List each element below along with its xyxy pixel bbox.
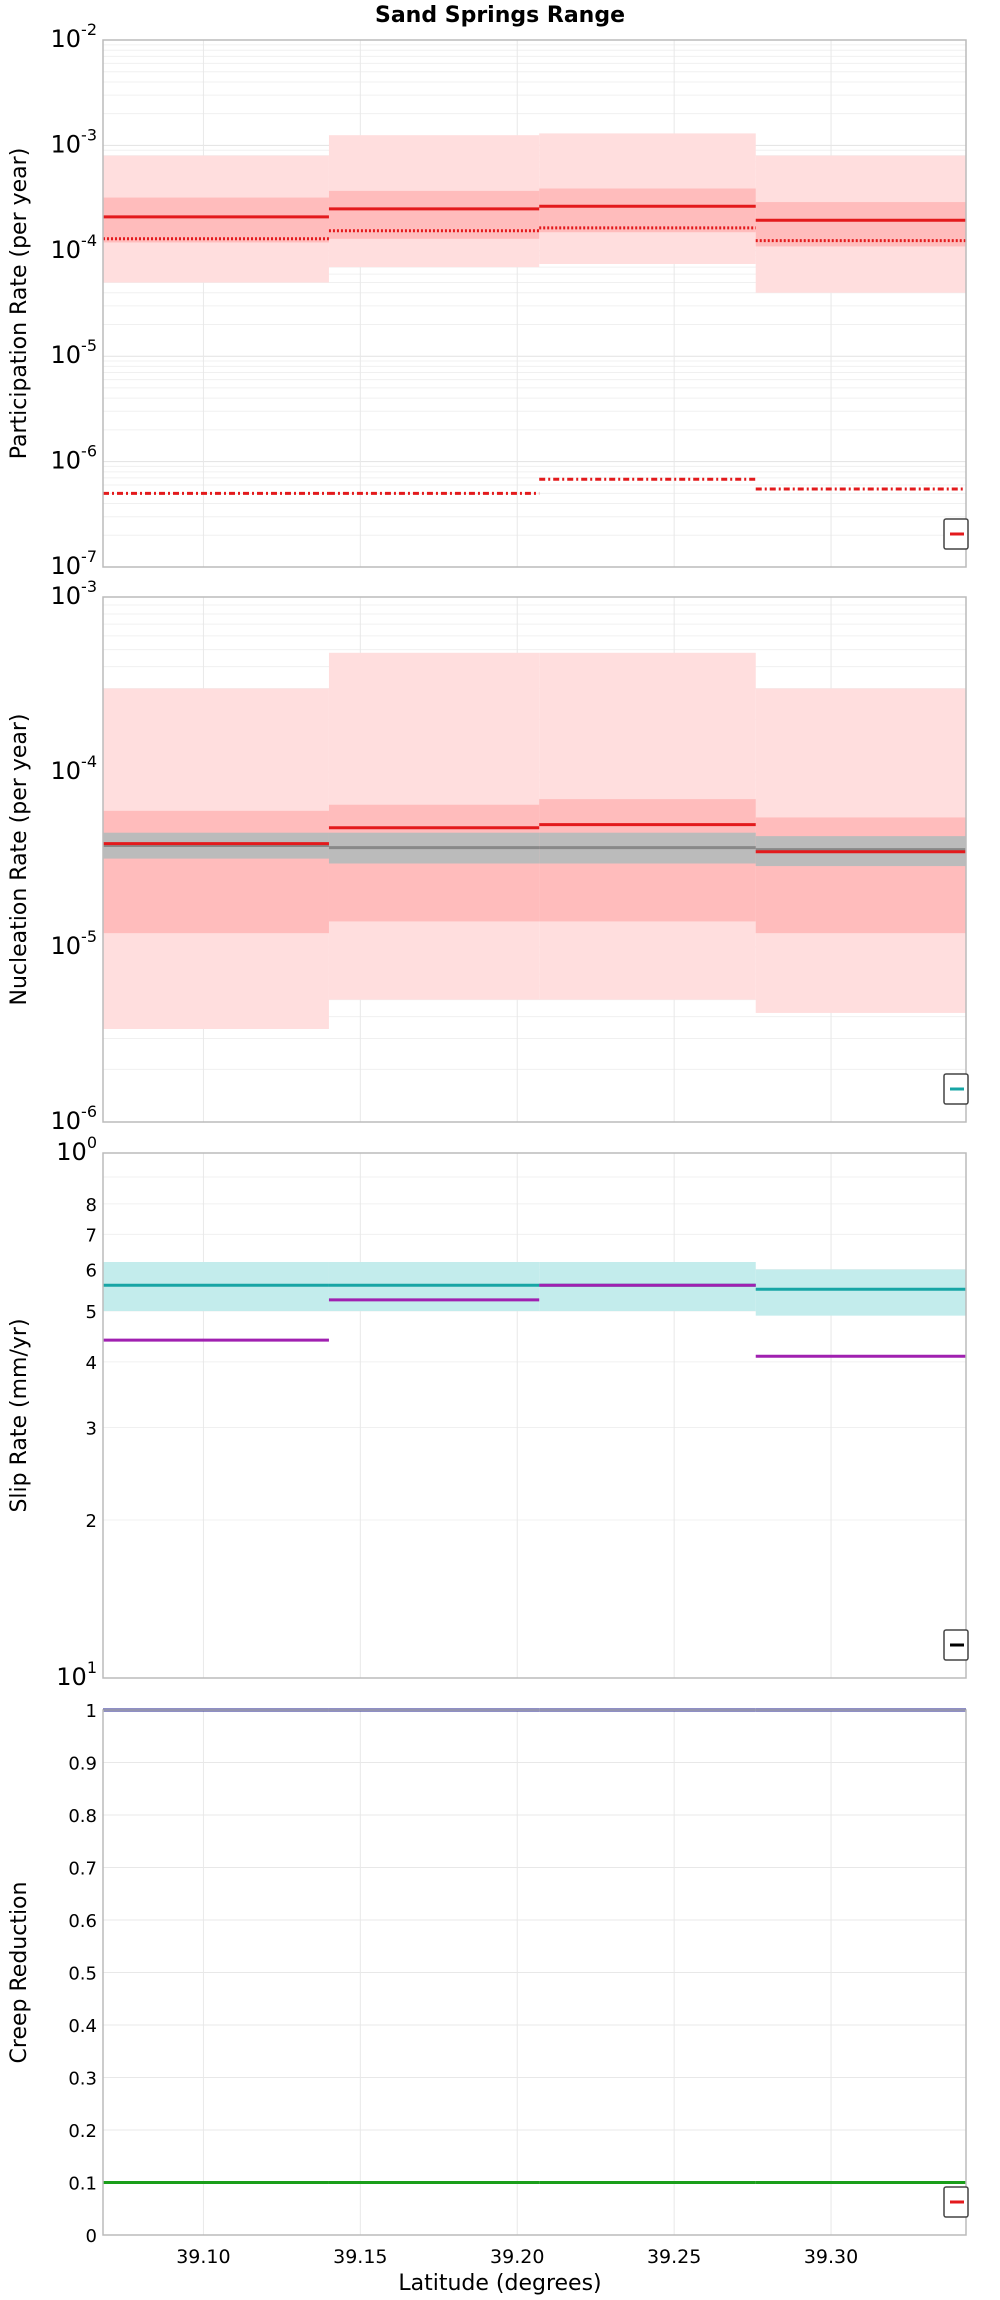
y-tick-label: 101 <box>56 1658 97 1691</box>
y-tick-label: 0.8 <box>68 1806 97 1827</box>
x-tick-label: 39.10 <box>176 2246 230 2268</box>
y-tick-label: 0 <box>86 2226 97 2247</box>
y-tick-label: 8 <box>86 1195 97 1216</box>
y-tick-label: 10-4 <box>51 752 98 785</box>
y-tick-label: 10-5 <box>51 927 98 960</box>
y-tick-label: 7 <box>86 1225 97 1246</box>
y-axis-label: Nucleation Rate (per year) <box>7 714 32 1006</box>
y-axis-label: Creep Reduction <box>7 1882 32 2064</box>
plot-frame <box>102 39 967 568</box>
y-tick-label: 10-6 <box>51 442 98 475</box>
y-tick-label: 2 <box>86 1511 97 1532</box>
y-tick-label: 10-4 <box>51 231 98 264</box>
band-rect <box>755 1269 966 1316</box>
y-tick-label: 10-7 <box>51 547 98 580</box>
y-tick-label: 0.5 <box>68 1964 97 1985</box>
x-tick-label: 39.25 <box>647 2246 701 2268</box>
band-rect <box>103 810 329 934</box>
y-axis-label: Slip Rate (mm/yr) <box>7 1318 32 1512</box>
panel-creep: 0 0.1 0.2 0.3 0.4 0.5 0.6 0.7 0.8 0.9 1 39.10 39.15 3… <box>7 1701 969 2268</box>
y-tick-label: 10-5 <box>51 336 98 369</box>
x-axis-label: Latitude (degrees) <box>398 2271 601 2296</box>
band-rect <box>103 197 329 243</box>
y-tick-label: 3 <box>86 1419 97 1440</box>
y-tick-label: 0.1 <box>68 2174 97 2195</box>
y-axis-label: Participation Rate (per year) <box>7 148 32 460</box>
chart-title: Sand Springs Range <box>375 3 625 28</box>
y-tick-label: 0.2 <box>68 2121 97 2142</box>
x-tick-label: 39.20 <box>490 2246 544 2268</box>
y-tick-label: 0.6 <box>68 1911 97 1932</box>
y-tick-label: 10-3 <box>51 577 98 610</box>
panel-participation: 10-7 10-6 10-5 10-4 10-3 10-2 Participation Ra… <box>7 20 969 580</box>
plot-frame <box>102 1152 967 1679</box>
y-tick-label: 5 <box>86 1302 97 1323</box>
band-rect <box>755 202 966 247</box>
x-tick-label: 39.15 <box>333 2246 387 2268</box>
y-tick-label: 10-3 <box>51 125 98 158</box>
y-tick-label: 0.4 <box>68 2016 97 2037</box>
plot-frame <box>102 1709 967 2236</box>
y-tick-label: 10-6 <box>51 1102 98 1135</box>
y-tick-label: 0.9 <box>68 1754 97 1775</box>
y-tick-label: 0.3 <box>68 2069 97 2090</box>
band-rect <box>755 817 966 934</box>
y-tick-label: 1 <box>86 1701 97 1722</box>
band-rect <box>539 188 756 233</box>
y-tick-label: 6 <box>86 1260 97 1281</box>
panel-nucleation: 10-6 10-5 10-4 10-3 Nucleation Rate (per yea… <box>7 577 969 1135</box>
y-tick-label: 4 <box>86 1353 97 1374</box>
panel-slip: 101 2 3 4 5 6 7 8 100 Slip Rate (mm/yr) <box>7 1133 969 1691</box>
y-tick-label: 0.7 <box>68 1859 97 1880</box>
y-tick-label: 100 <box>56 1133 97 1166</box>
x-tick-label: 39.30 <box>804 2246 858 2268</box>
plot-frame <box>102 596 967 1123</box>
y-tick-label: 10-2 <box>51 20 98 53</box>
